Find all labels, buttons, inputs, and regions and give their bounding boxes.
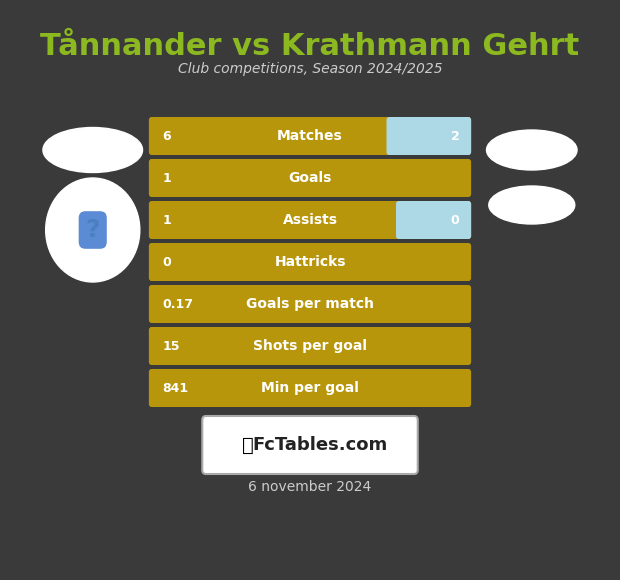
Ellipse shape [489,186,575,224]
Text: Min per goal: Min per goal [261,381,359,395]
Text: Club competitions, Season 2024/2025: Club competitions, Season 2024/2025 [178,62,442,76]
FancyBboxPatch shape [149,285,471,323]
Text: 841: 841 [162,382,188,394]
Text: 0.17: 0.17 [162,298,193,310]
Text: Matches: Matches [277,129,343,143]
Text: 1: 1 [162,213,171,227]
FancyBboxPatch shape [396,201,471,239]
Text: Hattricks: Hattricks [274,255,346,269]
Text: 0: 0 [162,256,171,269]
Text: Goals per match: Goals per match [246,297,374,311]
Text: 2: 2 [451,129,459,143]
FancyBboxPatch shape [149,117,471,155]
Text: 1: 1 [162,172,171,184]
Circle shape [46,178,140,282]
Ellipse shape [43,128,143,172]
Text: 6 november 2024: 6 november 2024 [249,480,371,494]
Text: 15: 15 [162,339,180,353]
Text: 6: 6 [162,129,171,143]
Text: Assists: Assists [283,213,337,227]
FancyBboxPatch shape [149,369,471,407]
Text: Shots per goal: Shots per goal [253,339,367,353]
FancyBboxPatch shape [149,201,471,239]
Text: 📊: 📊 [242,436,254,455]
FancyBboxPatch shape [149,243,471,281]
Ellipse shape [487,130,577,170]
Text: Goals: Goals [288,171,332,185]
Text: ?: ? [86,218,100,242]
Text: Tånnander vs Krathmann Gehrt: Tånnander vs Krathmann Gehrt [40,32,580,61]
FancyBboxPatch shape [202,416,418,474]
FancyBboxPatch shape [149,327,471,365]
Text: FcTables.com: FcTables.com [253,436,388,454]
FancyBboxPatch shape [386,117,471,155]
FancyBboxPatch shape [149,159,471,197]
Text: 0: 0 [451,213,459,227]
